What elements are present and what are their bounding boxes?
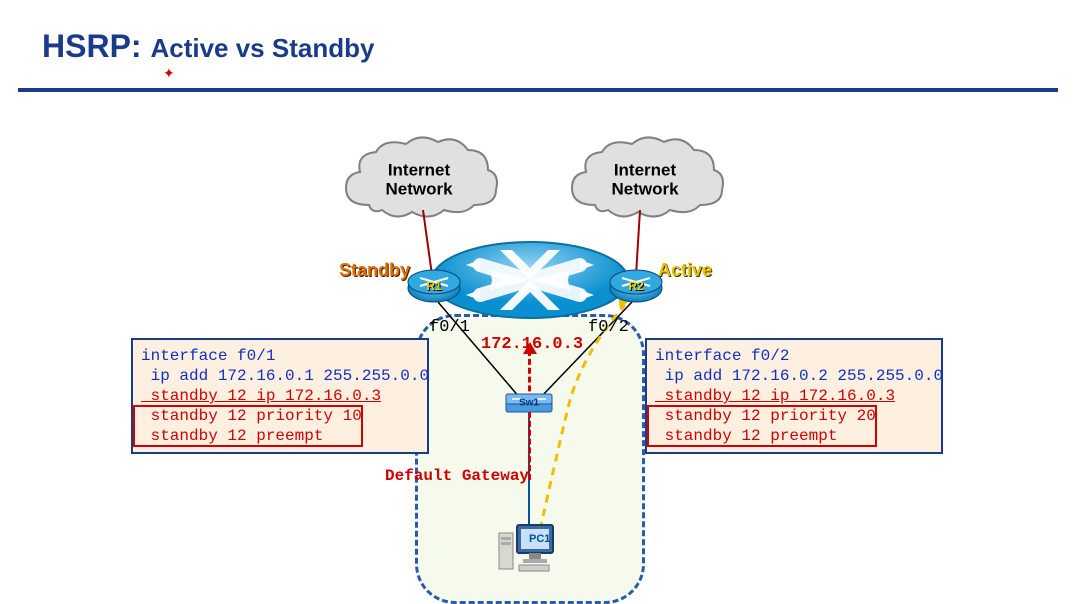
gateway-label: Default Gateway — [385, 467, 529, 485]
config-line: ip add 172.16.0.2 255.255.0.0 — [655, 366, 933, 386]
switch-label: Sw1 — [519, 398, 539, 409]
router-r1: R1 — [406, 268, 462, 304]
config-box-r2: interface f0/2 ip add 172.16.0.2 255.255… — [645, 338, 943, 454]
switch-sw1: Sw1 — [504, 390, 554, 416]
config-line: interface f0/1 — [141, 346, 419, 366]
config-line: standby 12 ip 172.16.0.3 — [655, 386, 933, 406]
title-main: HSRP: — [42, 28, 142, 64]
config-line: standby 12 priority 20 — [655, 406, 933, 426]
router-r2-label: R2 — [628, 279, 643, 293]
config-box-r1: interface f0/1 ip add 172.16.0.1 255.255… — [131, 338, 429, 454]
iface-f02: f0/2 — [588, 318, 629, 337]
config-line: interface f0/2 — [655, 346, 933, 366]
config-line: ip add 172.16.0.1 255.255.0.0 — [141, 366, 419, 386]
pc1: PC1 — [497, 515, 557, 575]
cloud-left-label: Internet Network — [385, 161, 452, 198]
active-label: Active — [658, 260, 712, 281]
cloud-right-label: Internet Network — [611, 161, 678, 198]
network-diagram: Internet Network Internet Network — [0, 100, 1076, 604]
cloud-right: Internet Network — [560, 130, 730, 230]
title-sub: Active vs Standby — [150, 33, 374, 63]
router-r1-label: R1 — [426, 279, 441, 293]
config-line: standby 12 preempt — [655, 426, 933, 446]
cursor-icon: ✦ — [163, 65, 175, 82]
pc-label: PC1 — [529, 533, 550, 545]
iface-f01: f0/1 — [429, 318, 470, 337]
page-title: HSRP: Active vs Standby — [42, 28, 374, 65]
config-line: standby 12 preempt — [141, 426, 419, 446]
config-line: standby 12 priority 10 — [141, 406, 419, 426]
cloud-left: Internet Network — [334, 130, 504, 230]
standby-label: Standby — [339, 260, 410, 281]
config-line: standby 12 ip 172.16.0.3 — [141, 386, 419, 406]
router-r2: R2 — [608, 268, 664, 304]
title-underline — [18, 88, 1058, 92]
